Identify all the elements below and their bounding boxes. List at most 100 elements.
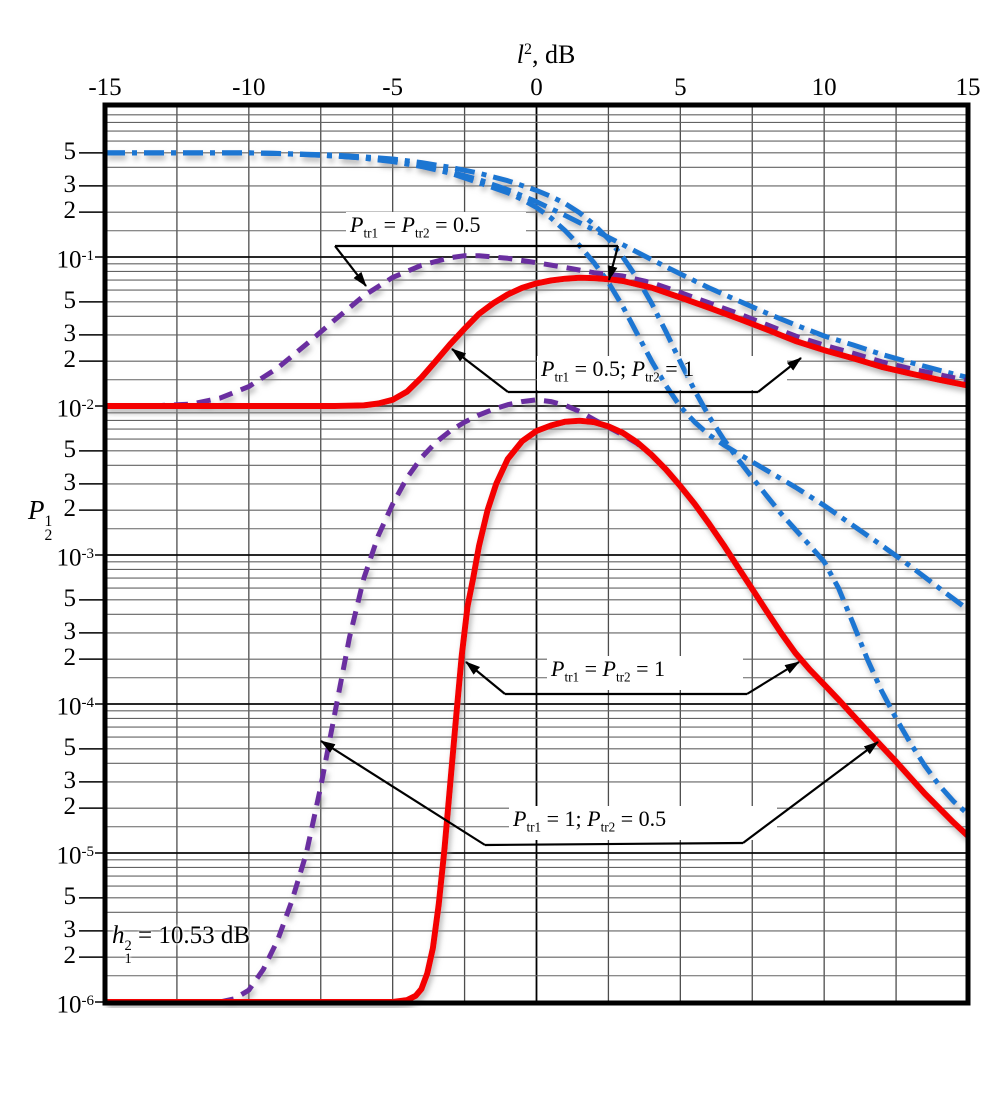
annotation-label-ptr-0.5-0.5: Ptr1 = Ptr2 = 0.5 <box>350 212 481 241</box>
annotation-label-ptr-1-0.5: Ptr1 = 1; Ptr2 = 0.5 <box>513 806 666 835</box>
y-tick-label-decade: 10-4 <box>56 693 95 721</box>
ann-var: P <box>551 656 565 681</box>
y-tick-label-minor: 2 <box>63 197 77 225</box>
y-tick-label-decade: 10-6 <box>56 991 95 1019</box>
data-curves <box>104 150 970 1005</box>
curve-red-solid-lower-Ptr1-Ptr2-1 <box>105 417 970 1005</box>
annotation-arrow <box>742 741 879 844</box>
ann-tail: = 1 <box>630 656 666 681</box>
ann-sub: tr2 <box>615 669 631 685</box>
plot-border <box>102 102 971 1006</box>
annotation-background <box>537 356 787 390</box>
annotation-arrow <box>451 348 509 393</box>
curve-blue-dashdot-middle <box>105 150 970 612</box>
x-tick-label: 5 <box>674 74 687 101</box>
y-tick-label-minor: 3 <box>63 766 77 794</box>
ann-sub: tr1 <box>363 225 379 241</box>
ann-sub: tr2 <box>414 225 430 241</box>
y-tick-label-minor: 2 <box>63 942 77 970</box>
x-axis-unit: , dB <box>531 40 576 69</box>
note-text: = 10.53 dB <box>131 922 251 949</box>
y-tick-label-minor: 3 <box>63 468 77 496</box>
y-tick-label-minor: 5 <box>63 435 77 463</box>
y-tick-label-decade: 10-1 <box>56 246 95 274</box>
grid-lines <box>105 105 968 1003</box>
ann-var: P <box>513 806 527 831</box>
note-sup: 2 <box>124 937 132 954</box>
y-tick-label-decade: 10-2 <box>56 395 95 423</box>
x-tick-label: 15 <box>955 74 981 101</box>
ann-sub: tr1 <box>564 669 580 685</box>
annotation-label-ptr-1-1: Ptr1 = Ptr2 = 1 <box>551 656 665 685</box>
y-axis-symbol: P <box>28 495 45 525</box>
y-tick-label-minor: 5 <box>63 137 77 165</box>
y-tick-label-decade: 10-5 <box>56 842 95 870</box>
annotation-arrow <box>757 357 802 393</box>
x-axis-title: l2, dB <box>476 40 616 70</box>
ann-var: P <box>631 356 646 381</box>
y-tick-label-minor: 2 <box>63 793 77 821</box>
annotation-bracket-line <box>484 841 744 847</box>
x-axis-symbol: l <box>516 40 524 69</box>
y-axis-sub: 2 <box>44 527 53 545</box>
y-tick-label-minor: 2 <box>63 346 77 374</box>
annotation-arrow <box>746 661 800 695</box>
ann-sub: tr2 <box>645 369 660 385</box>
x-axis-exponent: 2 <box>523 41 532 59</box>
x-tick-label: -10 <box>232 74 266 101</box>
ann-var: P <box>541 356 555 381</box>
x-tick-label: 10 <box>811 74 837 101</box>
y-tick-label-minor: 3 <box>63 915 77 943</box>
y-tick-label-decade: 10-3 <box>56 544 95 572</box>
ann-tail: = 0.5 <box>615 806 667 831</box>
curve-blue-dashdot-steep <box>105 150 970 817</box>
y-tick-label-minor: 3 <box>63 170 77 198</box>
annotation-arrow <box>607 245 620 281</box>
x-tick-label: -15 <box>88 74 122 101</box>
annotation-label-ptr-0.5-1: Ptr1 = 0.5; Ptr2 = 1 <box>541 356 694 385</box>
x-tick-label: -5 <box>382 74 404 101</box>
note-sub: 1 <box>124 950 132 967</box>
y-tick-label-minor: 5 <box>63 733 77 761</box>
y-tick-label-minor: 5 <box>63 584 77 612</box>
annotation-background <box>346 212 526 246</box>
ann-sub: tr2 <box>600 819 616 835</box>
y-tick-label-minor: 2 <box>63 644 77 672</box>
ann-tail: = 1 <box>659 356 695 381</box>
annotation-arrows <box>320 244 879 847</box>
ann-var: P <box>350 212 364 237</box>
ann-mid: = <box>579 656 603 681</box>
ann-tail: = 0.5 <box>429 212 481 237</box>
ann-mid: = <box>378 212 402 237</box>
y-tick-label-minor: 2 <box>63 495 77 523</box>
y-tick-label-minor: 3 <box>63 617 77 645</box>
ann-var: P <box>587 806 601 831</box>
annotation-backgrounds <box>346 212 787 840</box>
y-tick-label-minor: 5 <box>63 882 77 910</box>
annotation-background <box>547 656 743 690</box>
annotation-arrow <box>465 661 506 695</box>
note-symbol: h <box>112 922 125 949</box>
ann-mid: = 0.5; <box>569 356 632 381</box>
annotation-background <box>509 806 777 840</box>
curve-blue-dashdot-shallow <box>105 150 969 381</box>
ann-mid: = 1; <box>541 806 588 831</box>
y-tick-label-minor: 3 <box>63 319 77 347</box>
y-tick-label-minor: 5 <box>63 286 77 314</box>
ann-var: P <box>401 212 415 237</box>
annotation-arrow <box>334 245 367 287</box>
curve-red-solid-upper-Ptr1-0.5-Ptr2-1 <box>105 274 969 409</box>
y-tick-marks <box>79 152 105 1003</box>
curve-purple-dashed-lower-Ptr1-1-Ptr2-0.5 <box>105 397 970 1005</box>
ann-var: P <box>602 656 616 681</box>
y-axis-sup: 1 <box>44 513 53 531</box>
ann-sub: tr1 <box>526 819 542 835</box>
ann-sub: tr1 <box>554 369 570 385</box>
annotation-arrow <box>320 740 486 846</box>
